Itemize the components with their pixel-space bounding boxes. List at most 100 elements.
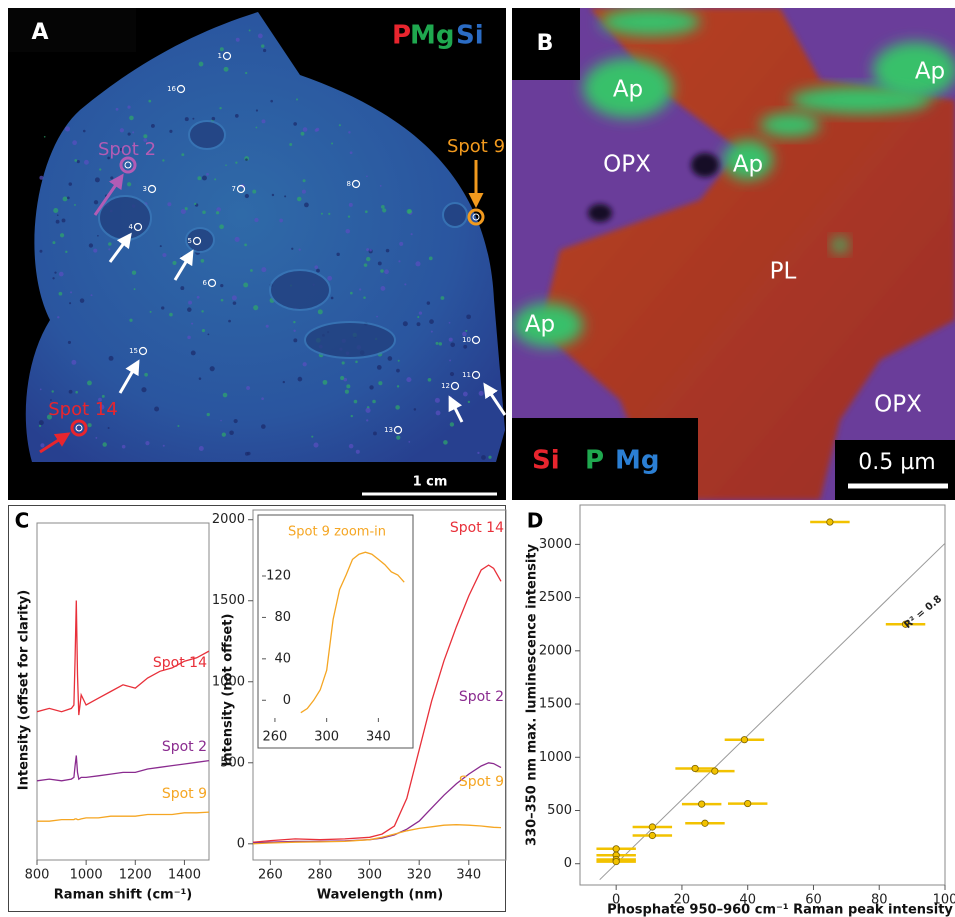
texture <box>301 132 305 136</box>
texture <box>108 427 110 429</box>
spot-number: 4 <box>129 223 134 231</box>
texture <box>57 214 59 216</box>
texture <box>318 309 323 314</box>
texture <box>245 452 249 456</box>
texture <box>366 248 369 251</box>
texture <box>384 269 389 274</box>
texture <box>463 345 467 349</box>
texture <box>328 213 330 215</box>
texture <box>479 391 484 396</box>
data-point <box>712 768 718 774</box>
y-tick-label: 2000 <box>212 512 245 527</box>
panel-label: C <box>15 509 30 533</box>
texture <box>154 407 159 412</box>
texture <box>249 30 251 32</box>
texture <box>223 393 228 398</box>
texture <box>80 298 85 303</box>
texture <box>199 62 204 67</box>
texture <box>233 301 237 305</box>
texture <box>52 390 54 392</box>
texture <box>192 118 194 120</box>
chondrule <box>189 121 225 149</box>
texture <box>302 190 306 194</box>
spot-number: 8 <box>347 180 351 188</box>
texture <box>108 242 112 246</box>
texture <box>70 291 72 293</box>
texture <box>415 261 420 266</box>
texture <box>151 124 155 128</box>
texture <box>253 305 258 310</box>
texture <box>417 322 421 326</box>
channel-label: Si <box>456 21 484 51</box>
texture <box>129 116 134 121</box>
texture <box>235 237 240 242</box>
channel-label: P <box>585 446 604 476</box>
texture <box>235 162 237 164</box>
phase-label: PL <box>770 259 797 285</box>
texture <box>297 197 301 201</box>
texture <box>356 450 360 454</box>
spot-number: 3 <box>143 185 147 193</box>
data-point <box>649 824 655 830</box>
texture <box>349 203 353 207</box>
x-tick-label: 1200 <box>119 868 152 883</box>
texture <box>429 319 434 324</box>
data-point <box>698 801 704 807</box>
series-label: Spot 2 <box>162 739 207 755</box>
y-tick-label: 0 <box>237 836 245 851</box>
texture <box>39 425 41 427</box>
texture <box>216 207 221 212</box>
texture <box>303 179 306 182</box>
plot-frame <box>37 523 209 860</box>
texture <box>181 256 183 258</box>
texture <box>365 408 370 413</box>
texture <box>71 360 76 365</box>
texture <box>220 47 224 51</box>
texture <box>427 301 430 304</box>
texture <box>313 443 318 448</box>
texture <box>108 248 110 250</box>
texture <box>377 365 382 370</box>
texture <box>201 310 203 312</box>
texture <box>206 173 209 176</box>
texture <box>386 249 390 253</box>
texture <box>39 176 43 180</box>
texture <box>191 323 193 325</box>
texture <box>89 243 93 247</box>
texture <box>441 296 445 300</box>
texture <box>169 130 172 133</box>
texture <box>208 334 210 336</box>
series-label: Spot 9 <box>459 774 504 790</box>
texture <box>293 122 297 126</box>
texture <box>345 390 349 394</box>
texture <box>62 218 66 222</box>
channel-label: Mg <box>615 446 659 476</box>
panel-label: D <box>527 509 544 533</box>
texture <box>436 411 441 416</box>
texture <box>254 218 258 222</box>
data-point <box>613 846 619 852</box>
texture <box>225 164 227 166</box>
texture <box>39 420 44 425</box>
texture <box>399 242 403 246</box>
texture <box>212 117 216 121</box>
texture <box>252 190 256 194</box>
texture <box>243 282 248 287</box>
texture <box>57 316 59 318</box>
texture <box>69 390 73 394</box>
texture <box>350 292 353 295</box>
panel-b: ApApOPXApPLApOPXBSiPMg0.5 µm <box>512 8 955 500</box>
y-tick-label: 120 <box>266 568 291 583</box>
texture <box>250 269 253 272</box>
texture <box>428 378 432 382</box>
texture <box>72 140 77 145</box>
texture <box>83 130 86 133</box>
data-point <box>649 832 655 838</box>
texture <box>167 202 171 206</box>
texture <box>229 430 234 435</box>
x-axis-label: Raman shift (cm⁻¹) <box>54 888 192 903</box>
texture <box>321 213 323 215</box>
texture <box>162 253 166 257</box>
texture <box>366 257 370 261</box>
series-label: Spot 2 <box>459 689 504 705</box>
